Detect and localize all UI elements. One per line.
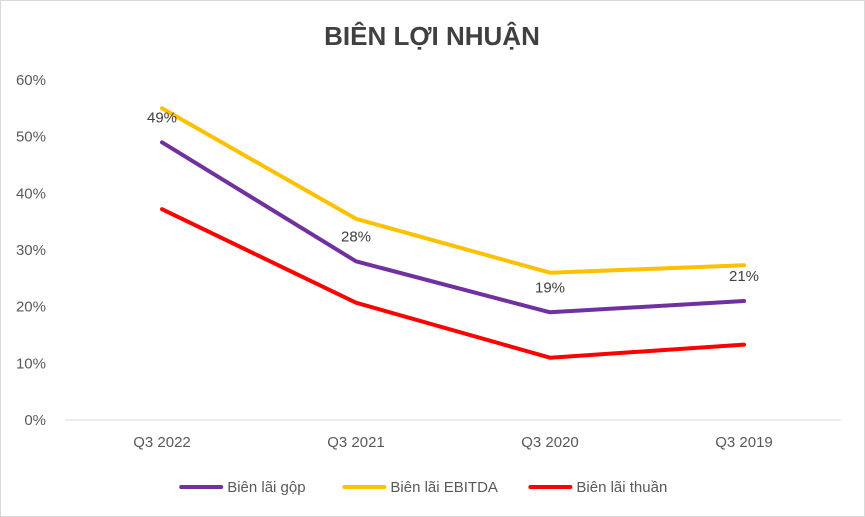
legend: Biên lãi gộp Biên lãi EBITDA Biên lãi thuầ… [179,479,667,496]
y-axis-ticks: 0% 10% 20% 30% 40% 50% 60% [16,72,46,429]
x-tick-label: Q3 2019 [715,434,773,451]
y-tick-label: 50% [16,129,46,146]
y-tick-label: 0% [24,412,46,429]
x-tick-label: Q3 2020 [521,434,579,451]
series-line-3 [160,207,746,360]
legend-label: Biên lãi gộp [227,479,305,496]
data-label: 21% [729,268,759,285]
series-line-2 [160,106,746,275]
chart-title: BIÊN LỢI NHUẬN [324,21,540,51]
data-labels: 49% 28% 19% 21% [147,109,759,296]
y-tick-label: 10% [16,355,46,372]
legend-label: Biên lãi thuần [576,479,667,496]
x-tick-label: Q3 2021 [327,434,385,451]
x-axis: Q3 2022 Q3 2021 Q3 2020 Q3 2019 [65,419,841,451]
data-label: 28% [341,228,371,245]
y-tick-label: 30% [16,242,46,259]
x-tick-label: Q3 2022 [133,434,191,451]
y-tick-label: 20% [16,299,46,316]
y-tick-label: 40% [16,185,46,202]
y-tick-label: 60% [16,72,46,89]
data-label: 49% [147,109,177,126]
series-layer [160,106,746,360]
data-label: 19% [535,279,565,296]
series-line-1 [160,140,746,315]
legend-label: Biên lãi EBITDA [390,479,498,496]
